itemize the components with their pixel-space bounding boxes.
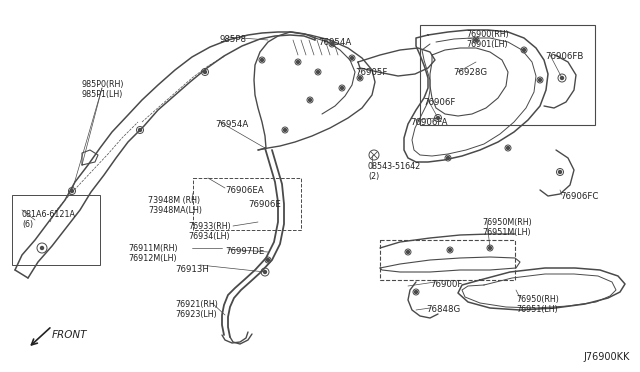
Bar bbox=[380, 240, 515, 280]
Circle shape bbox=[266, 259, 269, 262]
Text: 76906E: 76906E bbox=[248, 200, 281, 209]
Text: 76950M(RH)
76951M(LH): 76950M(RH) 76951M(LH) bbox=[482, 218, 532, 237]
Circle shape bbox=[284, 128, 287, 131]
Circle shape bbox=[406, 250, 410, 253]
Circle shape bbox=[559, 170, 561, 173]
Text: 081A6-6121A
(6): 081A6-6121A (6) bbox=[22, 210, 76, 230]
Circle shape bbox=[204, 71, 207, 74]
Circle shape bbox=[488, 247, 492, 250]
Circle shape bbox=[538, 78, 541, 81]
Circle shape bbox=[70, 189, 74, 192]
Text: 76906EA: 76906EA bbox=[225, 186, 264, 195]
Circle shape bbox=[449, 248, 451, 251]
Circle shape bbox=[260, 58, 264, 61]
Text: 76905F: 76905F bbox=[355, 68, 387, 77]
Circle shape bbox=[317, 71, 319, 74]
Text: 76848G: 76848G bbox=[426, 305, 460, 314]
Text: 76950(RH)
76951(LH): 76950(RH) 76951(LH) bbox=[516, 295, 559, 314]
Circle shape bbox=[447, 157, 449, 160]
Text: 76954A: 76954A bbox=[215, 120, 248, 129]
Text: 73948M (RH)
73948MA(LH): 73948M (RH) 73948MA(LH) bbox=[148, 196, 202, 215]
Text: 76906FA: 76906FA bbox=[410, 118, 447, 127]
Text: 985P0(RH)
985P1(LH): 985P0(RH) 985P1(LH) bbox=[82, 80, 125, 99]
Circle shape bbox=[506, 147, 509, 150]
Text: 76921(RH)
76923(LH): 76921(RH) 76923(LH) bbox=[175, 300, 218, 320]
Bar bbox=[420, 25, 595, 125]
Circle shape bbox=[308, 99, 312, 102]
Text: 985P8: 985P8 bbox=[220, 35, 247, 44]
Text: 76911M(RH)
76912M(LH): 76911M(RH) 76912M(LH) bbox=[128, 244, 178, 263]
Circle shape bbox=[474, 38, 477, 42]
Text: 08543-51642
(2): 08543-51642 (2) bbox=[368, 162, 421, 182]
Circle shape bbox=[415, 291, 417, 294]
Circle shape bbox=[40, 247, 44, 250]
Bar bbox=[193, 178, 301, 230]
Text: 76933(RH)
76934(LH): 76933(RH) 76934(LH) bbox=[188, 222, 231, 241]
Text: 76900(RH)
76901(LH): 76900(RH) 76901(LH) bbox=[466, 30, 509, 49]
Circle shape bbox=[561, 77, 563, 80]
Text: 76900F: 76900F bbox=[430, 280, 462, 289]
Text: 76913H: 76913H bbox=[175, 265, 209, 274]
Text: 76906FC: 76906FC bbox=[560, 192, 598, 201]
Circle shape bbox=[330, 42, 333, 45]
Bar bbox=[12, 195, 100, 265]
Text: 76928G: 76928G bbox=[453, 68, 487, 77]
Text: 76906FB: 76906FB bbox=[545, 52, 584, 61]
Text: 76997DE: 76997DE bbox=[225, 247, 264, 256]
Circle shape bbox=[138, 128, 141, 131]
Circle shape bbox=[264, 270, 266, 273]
Circle shape bbox=[351, 57, 353, 60]
Text: 76906F: 76906F bbox=[423, 98, 456, 107]
Circle shape bbox=[340, 87, 344, 90]
Circle shape bbox=[296, 61, 300, 64]
Circle shape bbox=[522, 48, 525, 51]
Circle shape bbox=[358, 77, 362, 80]
Text: 76954A: 76954A bbox=[318, 38, 351, 47]
Text: J76900KK: J76900KK bbox=[584, 352, 630, 362]
Circle shape bbox=[436, 116, 440, 119]
Text: FRONT: FRONT bbox=[52, 330, 88, 340]
